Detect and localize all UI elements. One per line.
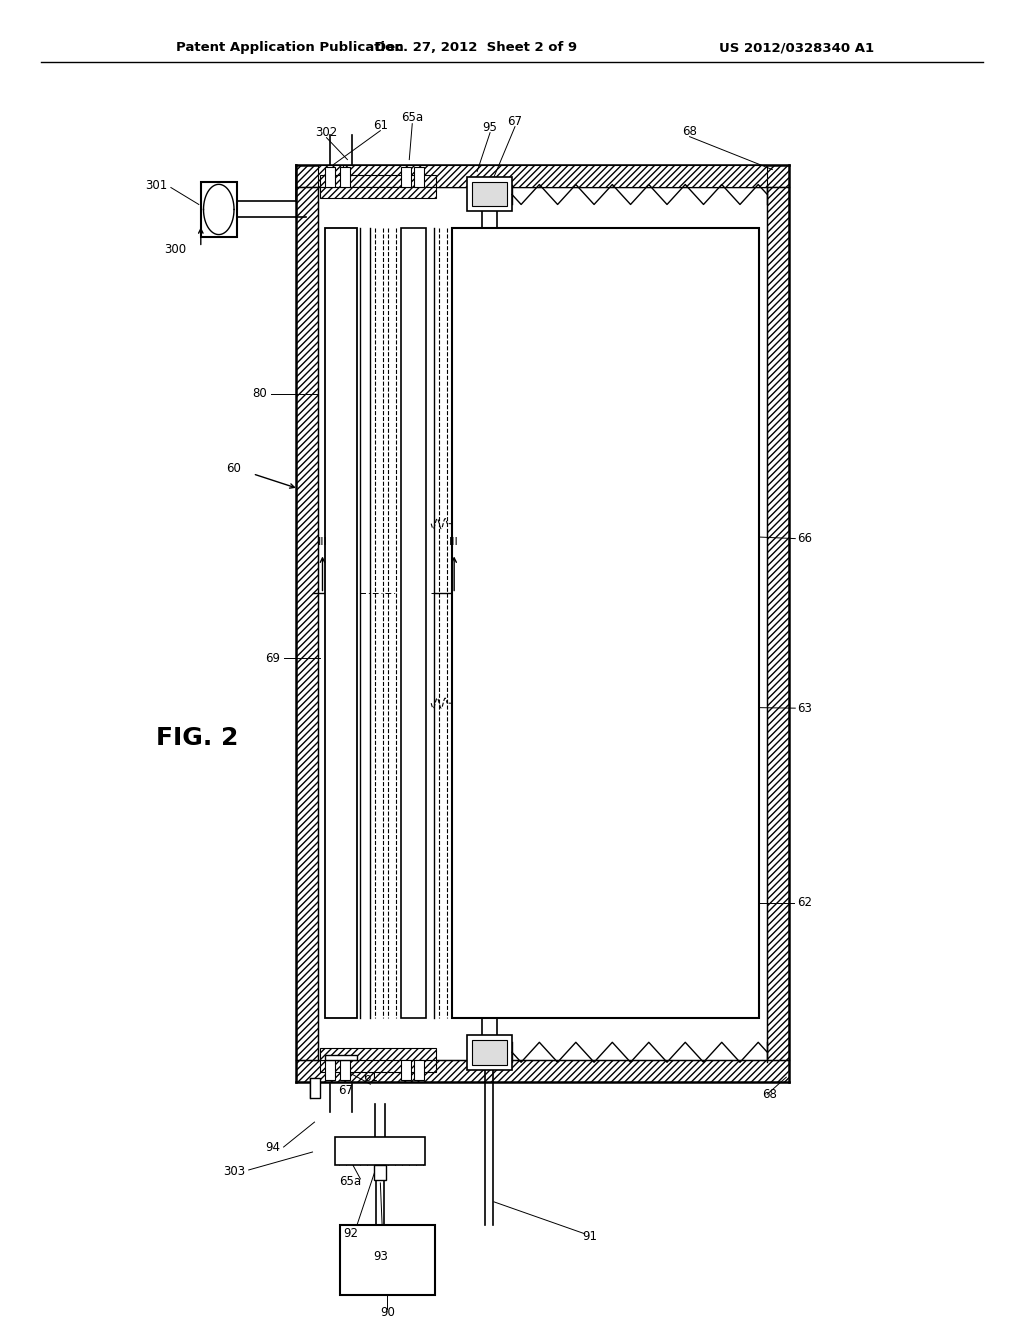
Text: 69: 69: [265, 652, 281, 665]
Bar: [472, 1040, 507, 1065]
Text: 90: 90: [380, 1305, 395, 1319]
Text: 93: 93: [373, 1250, 388, 1263]
Bar: [340, 1060, 350, 1080]
Bar: [321, 186, 436, 198]
Text: 300: 300: [164, 243, 185, 256]
Text: III: III: [450, 537, 459, 546]
Bar: [401, 166, 412, 186]
Bar: [296, 165, 790, 186]
Text: 92: 92: [343, 1228, 358, 1241]
Text: 65a: 65a: [401, 111, 423, 124]
Bar: [326, 1060, 336, 1080]
Bar: [375, 1166, 386, 1180]
Text: 61: 61: [373, 119, 388, 132]
Bar: [201, 182, 237, 238]
Text: 66: 66: [798, 532, 812, 545]
Text: 95: 95: [482, 121, 498, 135]
Text: Patent Application Publication: Patent Application Publication: [176, 41, 403, 54]
Text: 67: 67: [508, 115, 522, 128]
Text: 65a: 65a: [339, 1175, 361, 1188]
Bar: [326, 1055, 357, 1060]
Bar: [340, 1225, 435, 1295]
Bar: [767, 186, 790, 1060]
Bar: [321, 1048, 436, 1060]
Text: III: III: [317, 537, 328, 546]
Bar: [401, 228, 426, 1018]
Text: 303: 303: [223, 1166, 246, 1179]
Text: 62: 62: [798, 896, 812, 909]
Bar: [326, 228, 357, 1018]
Bar: [467, 177, 512, 211]
Bar: [472, 182, 507, 206]
Text: 302: 302: [315, 127, 338, 139]
Bar: [321, 174, 436, 186]
Text: 301: 301: [145, 180, 168, 191]
Bar: [309, 1078, 319, 1098]
Text: 91: 91: [583, 1230, 597, 1243]
Text: 80: 80: [252, 388, 266, 400]
Text: 61: 61: [362, 1071, 378, 1084]
Bar: [340, 166, 350, 186]
Bar: [336, 1137, 425, 1166]
Bar: [415, 166, 424, 186]
Bar: [296, 186, 317, 1060]
Bar: [326, 166, 336, 186]
Text: 60: 60: [226, 462, 241, 475]
Bar: [317, 165, 767, 186]
Bar: [321, 1060, 436, 1072]
Bar: [467, 1035, 512, 1071]
Bar: [296, 1060, 790, 1082]
Bar: [401, 1060, 412, 1080]
Text: 94: 94: [265, 1140, 281, 1154]
Text: 68: 68: [682, 125, 697, 139]
Text: US 2012/0328340 A1: US 2012/0328340 A1: [720, 41, 874, 54]
Bar: [415, 1060, 424, 1080]
Text: 63: 63: [798, 702, 812, 714]
Text: 68: 68: [762, 1088, 777, 1101]
Text: FIG. 2: FIG. 2: [156, 726, 239, 750]
Text: 67: 67: [338, 1084, 353, 1097]
Bar: [453, 228, 760, 1018]
Text: Dec. 27, 2012  Sheet 2 of 9: Dec. 27, 2012 Sheet 2 of 9: [376, 41, 578, 54]
